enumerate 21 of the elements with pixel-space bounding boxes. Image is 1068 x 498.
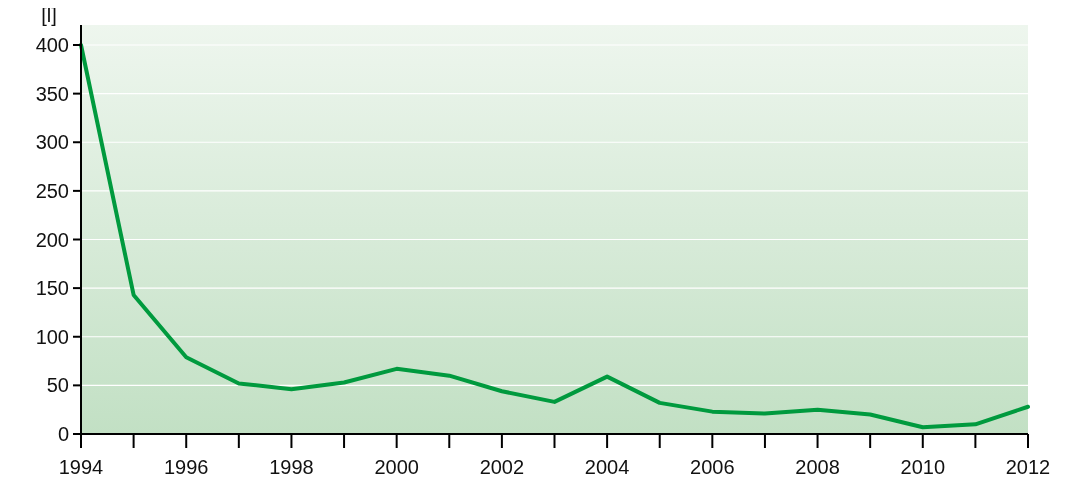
x-tick-label: 2004 [584,456,630,478]
x-tick-label: 2002 [479,456,525,478]
x-tick-label: 2000 [374,456,419,478]
x-tick-label: 2006 [690,456,735,478]
x-tick-label: 2012 [1005,456,1051,478]
line-series [79,43,1030,430]
y-tick-label: 350 [35,82,69,105]
x-tick-label: 2010 [900,456,946,478]
y-tick-label: 400 [35,34,69,56]
y-tick-label: 300 [35,131,69,154]
y-tick-label: 200 [35,228,69,251]
x-tick-label: 2008 [795,456,840,478]
x-tick-label: 1996 [163,456,209,478]
y-tick-label: 150 [35,277,69,300]
y-tick-label: 0 [57,423,69,445]
y-axis-title: [l] [41,4,57,26]
y-tick-label: 50 [46,374,69,397]
y-tick-label: 250 [35,179,69,202]
y-tick-label: 100 [35,325,69,348]
x-tick-label: 1998 [269,456,314,478]
x-tick-label: 1994 [58,456,104,478]
